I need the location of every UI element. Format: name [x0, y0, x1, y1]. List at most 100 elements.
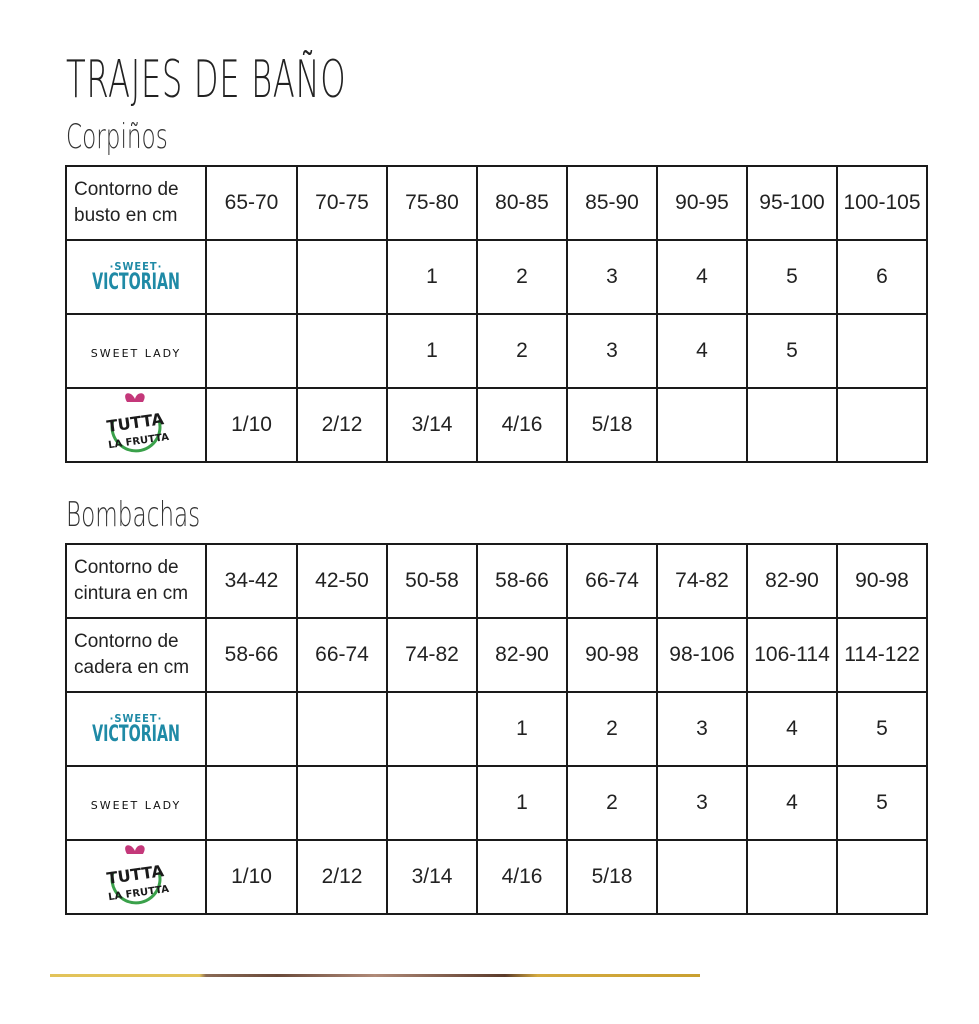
size-range-cell: 95-100: [746, 165, 838, 241]
size-value-cell: 1: [476, 691, 568, 767]
size-value-cell: 3: [656, 765, 748, 841]
logo-text: VICTORIAN: [92, 269, 180, 295]
label-line: Contorno de: [74, 631, 179, 652]
size-value-cell: 2: [566, 691, 658, 767]
brand-cell: ·SWEET· VICTORIAN: [65, 239, 207, 315]
size-value-cell: [386, 691, 478, 767]
size-value-cell: 4: [656, 313, 748, 389]
size-value-cell: 2: [476, 313, 568, 389]
size-value-cell: 5: [746, 239, 838, 315]
size-value-cell: 2: [476, 239, 568, 315]
brand-cell: ·SWEET· VICTORIAN: [65, 691, 207, 767]
size-value-cell: 5/18: [566, 387, 658, 463]
size-range-cell: 98-106: [656, 617, 748, 693]
size-value-cell: [296, 765, 388, 841]
size-value-cell: 4/16: [476, 839, 568, 915]
size-range-cell: 114-122: [836, 617, 928, 693]
size-range-cell: 65-70: [205, 165, 298, 241]
size-value-cell: 3: [566, 239, 658, 315]
size-value-cell: [296, 313, 388, 389]
size-value-cell: 3/14: [386, 387, 478, 463]
size-value-cell: [205, 691, 298, 767]
label-line: Contorno de: [74, 557, 179, 578]
table-row: SWEET LADY 1 2 3 4 5: [65, 765, 928, 841]
bombachas-size-table: Contorno de cintura en cm 34-42 42-50 50-58 5…: [65, 543, 928, 915]
size-value-cell: 5: [746, 313, 838, 389]
size-range-cell: 66-74: [566, 543, 658, 619]
size-value-cell: 4: [746, 765, 838, 841]
size-range-cell: 82-90: [476, 617, 568, 693]
size-value-cell: [205, 313, 298, 389]
size-value-cell: 2: [566, 765, 658, 841]
decorative-divider: [50, 974, 700, 977]
size-range-cell: 75-80: [386, 165, 478, 241]
size-range-cell: 70-75: [296, 165, 388, 241]
sweet-lady-logo: SWEET LADY: [90, 347, 182, 360]
size-range-cell: 80-85: [476, 165, 568, 241]
size-value-cell: 5/18: [566, 839, 658, 915]
sweet-victorian-logo: ·SWEET· VICTORIAN: [67, 713, 205, 746]
size-range-cell: 66-74: [296, 617, 388, 693]
sweet-lady-logo: SWEET LADY: [90, 799, 182, 812]
size-value-cell: 3: [656, 691, 748, 767]
table-row: SWEET LADY 1 2 3 4 5: [65, 313, 928, 389]
size-range-cell: 74-82: [386, 617, 478, 693]
label-line: Contorno de: [74, 179, 179, 200]
size-range-cell: 58-66: [205, 617, 298, 693]
row-label: Contorno de cintura en cm: [65, 543, 207, 619]
svg-text:TUTTA: TUTTA: [106, 861, 166, 888]
size-value-cell: 1: [476, 765, 568, 841]
size-value-cell: 4/16: [476, 387, 568, 463]
size-value-cell: 1: [386, 313, 478, 389]
size-range-cell: 100-105: [836, 165, 928, 241]
size-range-cell: 74-82: [656, 543, 748, 619]
row-label: Contorno de cadera en cm: [65, 617, 207, 693]
size-range-cell: 82-90: [746, 543, 838, 619]
size-value-cell: [386, 765, 478, 841]
section-heading-bombachas: Bombachas: [66, 495, 201, 535]
table-header-row: Contorno de cintura en cm 34-42 42-50 50-58 5…: [65, 543, 928, 619]
svg-text:TUTTA: TUTTA: [106, 409, 166, 436]
size-value-cell: 1/10: [205, 387, 298, 463]
size-value-cell: [746, 839, 838, 915]
size-value-cell: 1: [386, 239, 478, 315]
table-row: TUTTA LA FRUTTA 1/10 2/12 3/14 4/16 5/18: [65, 387, 928, 463]
size-value-cell: [836, 313, 928, 389]
size-range-cell: 85-90: [566, 165, 658, 241]
size-range-cell: 106-114: [746, 617, 838, 693]
size-range-cell: 90-98: [836, 543, 928, 619]
size-range-cell: 42-50: [296, 543, 388, 619]
label-line: cintura en cm: [74, 583, 189, 604]
size-value-cell: 5: [836, 691, 928, 767]
sweet-victorian-logo: ·SWEET· VICTORIAN: [67, 261, 205, 294]
size-value-cell: 3/14: [386, 839, 478, 915]
table-header-row: Contorno de cadera en cm 58-66 66-74 74-82 82…: [65, 617, 928, 693]
size-value-cell: [296, 239, 388, 315]
size-value-cell: [205, 765, 298, 841]
size-value-cell: 2/12: [296, 839, 388, 915]
tutta-frutta-logo: TUTTA LA FRUTTA: [101, 842, 171, 906]
size-value-cell: [296, 691, 388, 767]
logo-text: ·SWEET·: [109, 711, 163, 725]
size-value-cell: 2/12: [296, 387, 388, 463]
size-value-cell: [746, 387, 838, 463]
size-value-cell: [205, 239, 298, 315]
size-range-cell: 90-95: [656, 165, 748, 241]
tutta-frutta-logo: TUTTA LA FRUTTA: [101, 390, 171, 454]
size-range-cell: 90-98: [566, 617, 658, 693]
size-value-cell: 1/10: [205, 839, 298, 915]
size-value-cell: [656, 839, 748, 915]
brand-cell: TUTTA LA FRUTTA: [65, 387, 207, 463]
size-value-cell: 6: [836, 239, 928, 315]
size-value-cell: [836, 839, 928, 915]
corpinos-size-table: Contorno de busto en cm 65-70 70-75 75-80 80-…: [65, 165, 928, 463]
label-line: cadera en cm: [74, 657, 190, 678]
table-row: ·SWEET· VICTORIAN 1 2 3 4 5 6: [65, 239, 928, 315]
page-title: TRAJES DE BAÑO: [66, 50, 347, 110]
section-heading-corpinos: Corpiños: [66, 117, 168, 157]
size-range-cell: 50-58: [386, 543, 478, 619]
logo-text: VICTORIAN: [92, 721, 180, 747]
table-header-row: Contorno de busto en cm 65-70 70-75 75-80 80-…: [65, 165, 928, 241]
size-range-cell: 58-66: [476, 543, 568, 619]
size-value-cell: [836, 387, 928, 463]
